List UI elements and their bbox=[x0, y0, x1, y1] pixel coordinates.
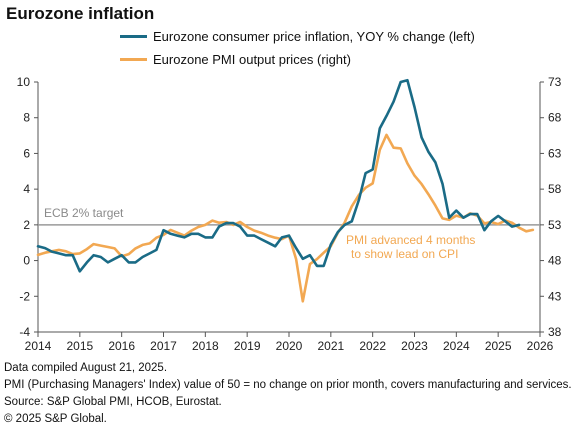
footer-source: Source: S&P Global PMI, HCOB, Eurostat. bbox=[4, 396, 222, 408]
right-tick-label: 68 bbox=[548, 111, 562, 125]
annotation-lead-note: to show lead on CPI bbox=[351, 247, 458, 261]
x-tick-label: 2021 bbox=[317, 339, 344, 353]
right-tick-label: 73 bbox=[548, 75, 562, 89]
left-tick-label: 10 bbox=[17, 75, 31, 89]
x-tick-label: 2014 bbox=[25, 339, 52, 353]
x-tick-label: 2020 bbox=[276, 339, 303, 353]
legend-swatch-pmi bbox=[120, 58, 147, 61]
legend-item-pmi: Eurozone PMI output prices (right) bbox=[120, 52, 351, 67]
x-tick-label: 2018 bbox=[192, 339, 219, 353]
x-tick-label: 2015 bbox=[66, 339, 93, 353]
annotation-lead-note: PMI advanced 4 months bbox=[346, 233, 475, 247]
legend-item-cpi: Eurozone consumer price inflation, YOY %… bbox=[120, 29, 475, 44]
right-tick-label: 38 bbox=[548, 325, 562, 339]
left-tick-label: 4 bbox=[23, 182, 30, 196]
legend-label-pmi: Eurozone PMI output prices (right) bbox=[153, 52, 351, 67]
footer-pmi-note: PMI (Purchasing Managers' Index) value o… bbox=[4, 379, 572, 391]
x-tick-label: 2017 bbox=[150, 339, 177, 353]
footer-date-note: Data compiled August 21, 2025. bbox=[4, 362, 168, 374]
series-line-cpi bbox=[36, 78, 521, 273]
footer-copyright: © 2025 S&P Global. bbox=[4, 413, 107, 425]
left-tick-label: 6 bbox=[23, 146, 30, 160]
x-tick-label: 2019 bbox=[234, 339, 261, 353]
ecb-target-label: ECB 2% target bbox=[44, 206, 124, 220]
left-tick-label: 0 bbox=[23, 254, 30, 268]
chart-title: Eurozone inflation bbox=[6, 4, 155, 23]
x-tick-label: 2016 bbox=[108, 339, 135, 353]
x-tick-label: 2026 bbox=[527, 339, 554, 353]
right-tick-label: 48 bbox=[548, 254, 562, 268]
legend-label-cpi: Eurozone consumer price inflation, YOY %… bbox=[153, 29, 475, 44]
right-tick-label: 53 bbox=[548, 218, 562, 232]
left-tick-label: 8 bbox=[23, 111, 30, 125]
left-tick-label: -4 bbox=[19, 325, 30, 339]
left-tick-label: 2 bbox=[23, 218, 30, 232]
right-tick-label: 58 bbox=[548, 182, 562, 196]
left-tick-label: -2 bbox=[19, 289, 30, 303]
x-tick-label: 2025 bbox=[485, 339, 512, 353]
right-tick-label: 43 bbox=[548, 289, 562, 303]
x-tick-label: 2024 bbox=[443, 339, 470, 353]
x-tick-label: 2022 bbox=[359, 339, 386, 353]
x-tick-label: 2023 bbox=[401, 339, 428, 353]
right-tick-label: 63 bbox=[548, 146, 562, 160]
legend-swatch-cpi bbox=[120, 35, 147, 38]
